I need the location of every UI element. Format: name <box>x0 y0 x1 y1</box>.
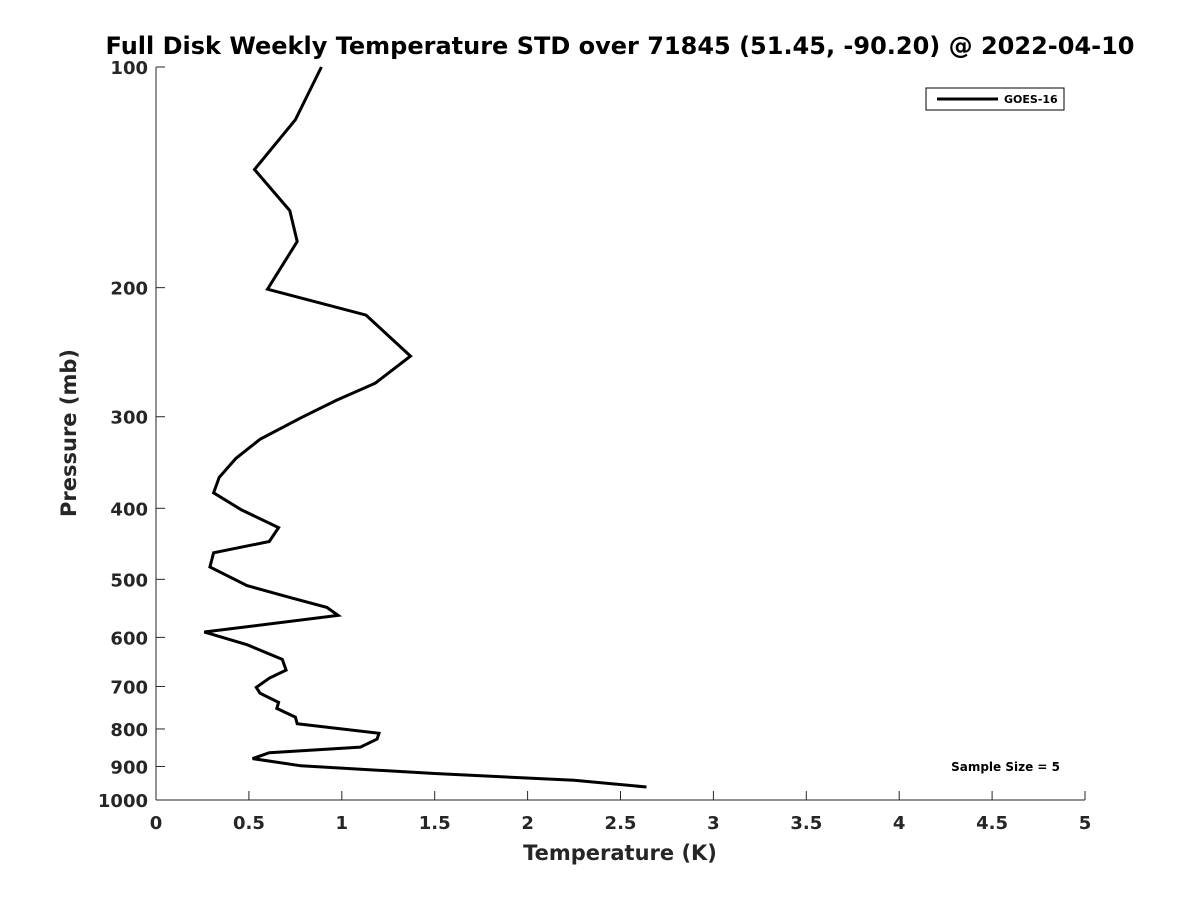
series-group <box>203 66 647 789</box>
x-tick-label: 1.5 <box>419 813 451 834</box>
plot-area: 0 0.5 1 1.5 2 2.5 3 3.5 4 4.5 5 100 200 300 400 500 600… <box>98 58 1091 834</box>
y-tick-label: 800 <box>110 720 148 741</box>
x-tick-label: 2.5 <box>605 813 637 834</box>
sample-size-annotation: Sample Size = 5 <box>951 760 1060 774</box>
x-tick-label: 4.5 <box>976 813 1008 834</box>
x-tick-label: 2 <box>521 813 534 834</box>
x-tick-label: 0 <box>150 813 163 834</box>
y-axis-label: Pressure (mb) <box>57 349 81 517</box>
legend: GOES-16 <box>925 87 1065 111</box>
x-tick-label: 4 <box>893 813 906 834</box>
y-ticks: 100 200 300 400 500 600 700 800 900 1000 <box>98 58 165 812</box>
x-tick-label: 3 <box>707 813 720 834</box>
y-tick-label: 400 <box>110 499 148 520</box>
y-tick-label: 1000 <box>98 791 148 812</box>
series-line-goes-16 <box>203 66 647 789</box>
x-axis-label: Temperature (K) <box>523 841 717 865</box>
y-tick-label: 300 <box>110 408 148 429</box>
x-tick-label: 0.5 <box>233 813 265 834</box>
chart-title: Full Disk Weekly Temperature STD over 71… <box>106 32 1135 60</box>
x-tick-label: 1 <box>336 813 349 834</box>
y-tick-label: 500 <box>110 570 148 591</box>
y-tick-label: 600 <box>110 628 148 649</box>
y-tick-label: 900 <box>110 757 148 778</box>
legend-label: GOES-16 <box>1004 93 1058 106</box>
y-tick-label: 200 <box>110 279 148 300</box>
x-tick-label: 5 <box>1079 813 1092 834</box>
x-tick-label: 3.5 <box>790 813 822 834</box>
y-tick-label: 100 <box>110 58 148 79</box>
y-tick-label: 700 <box>110 677 148 698</box>
x-ticks: 0 0.5 1 1.5 2 2.5 3 3.5 4 4.5 5 <box>150 791 1092 834</box>
